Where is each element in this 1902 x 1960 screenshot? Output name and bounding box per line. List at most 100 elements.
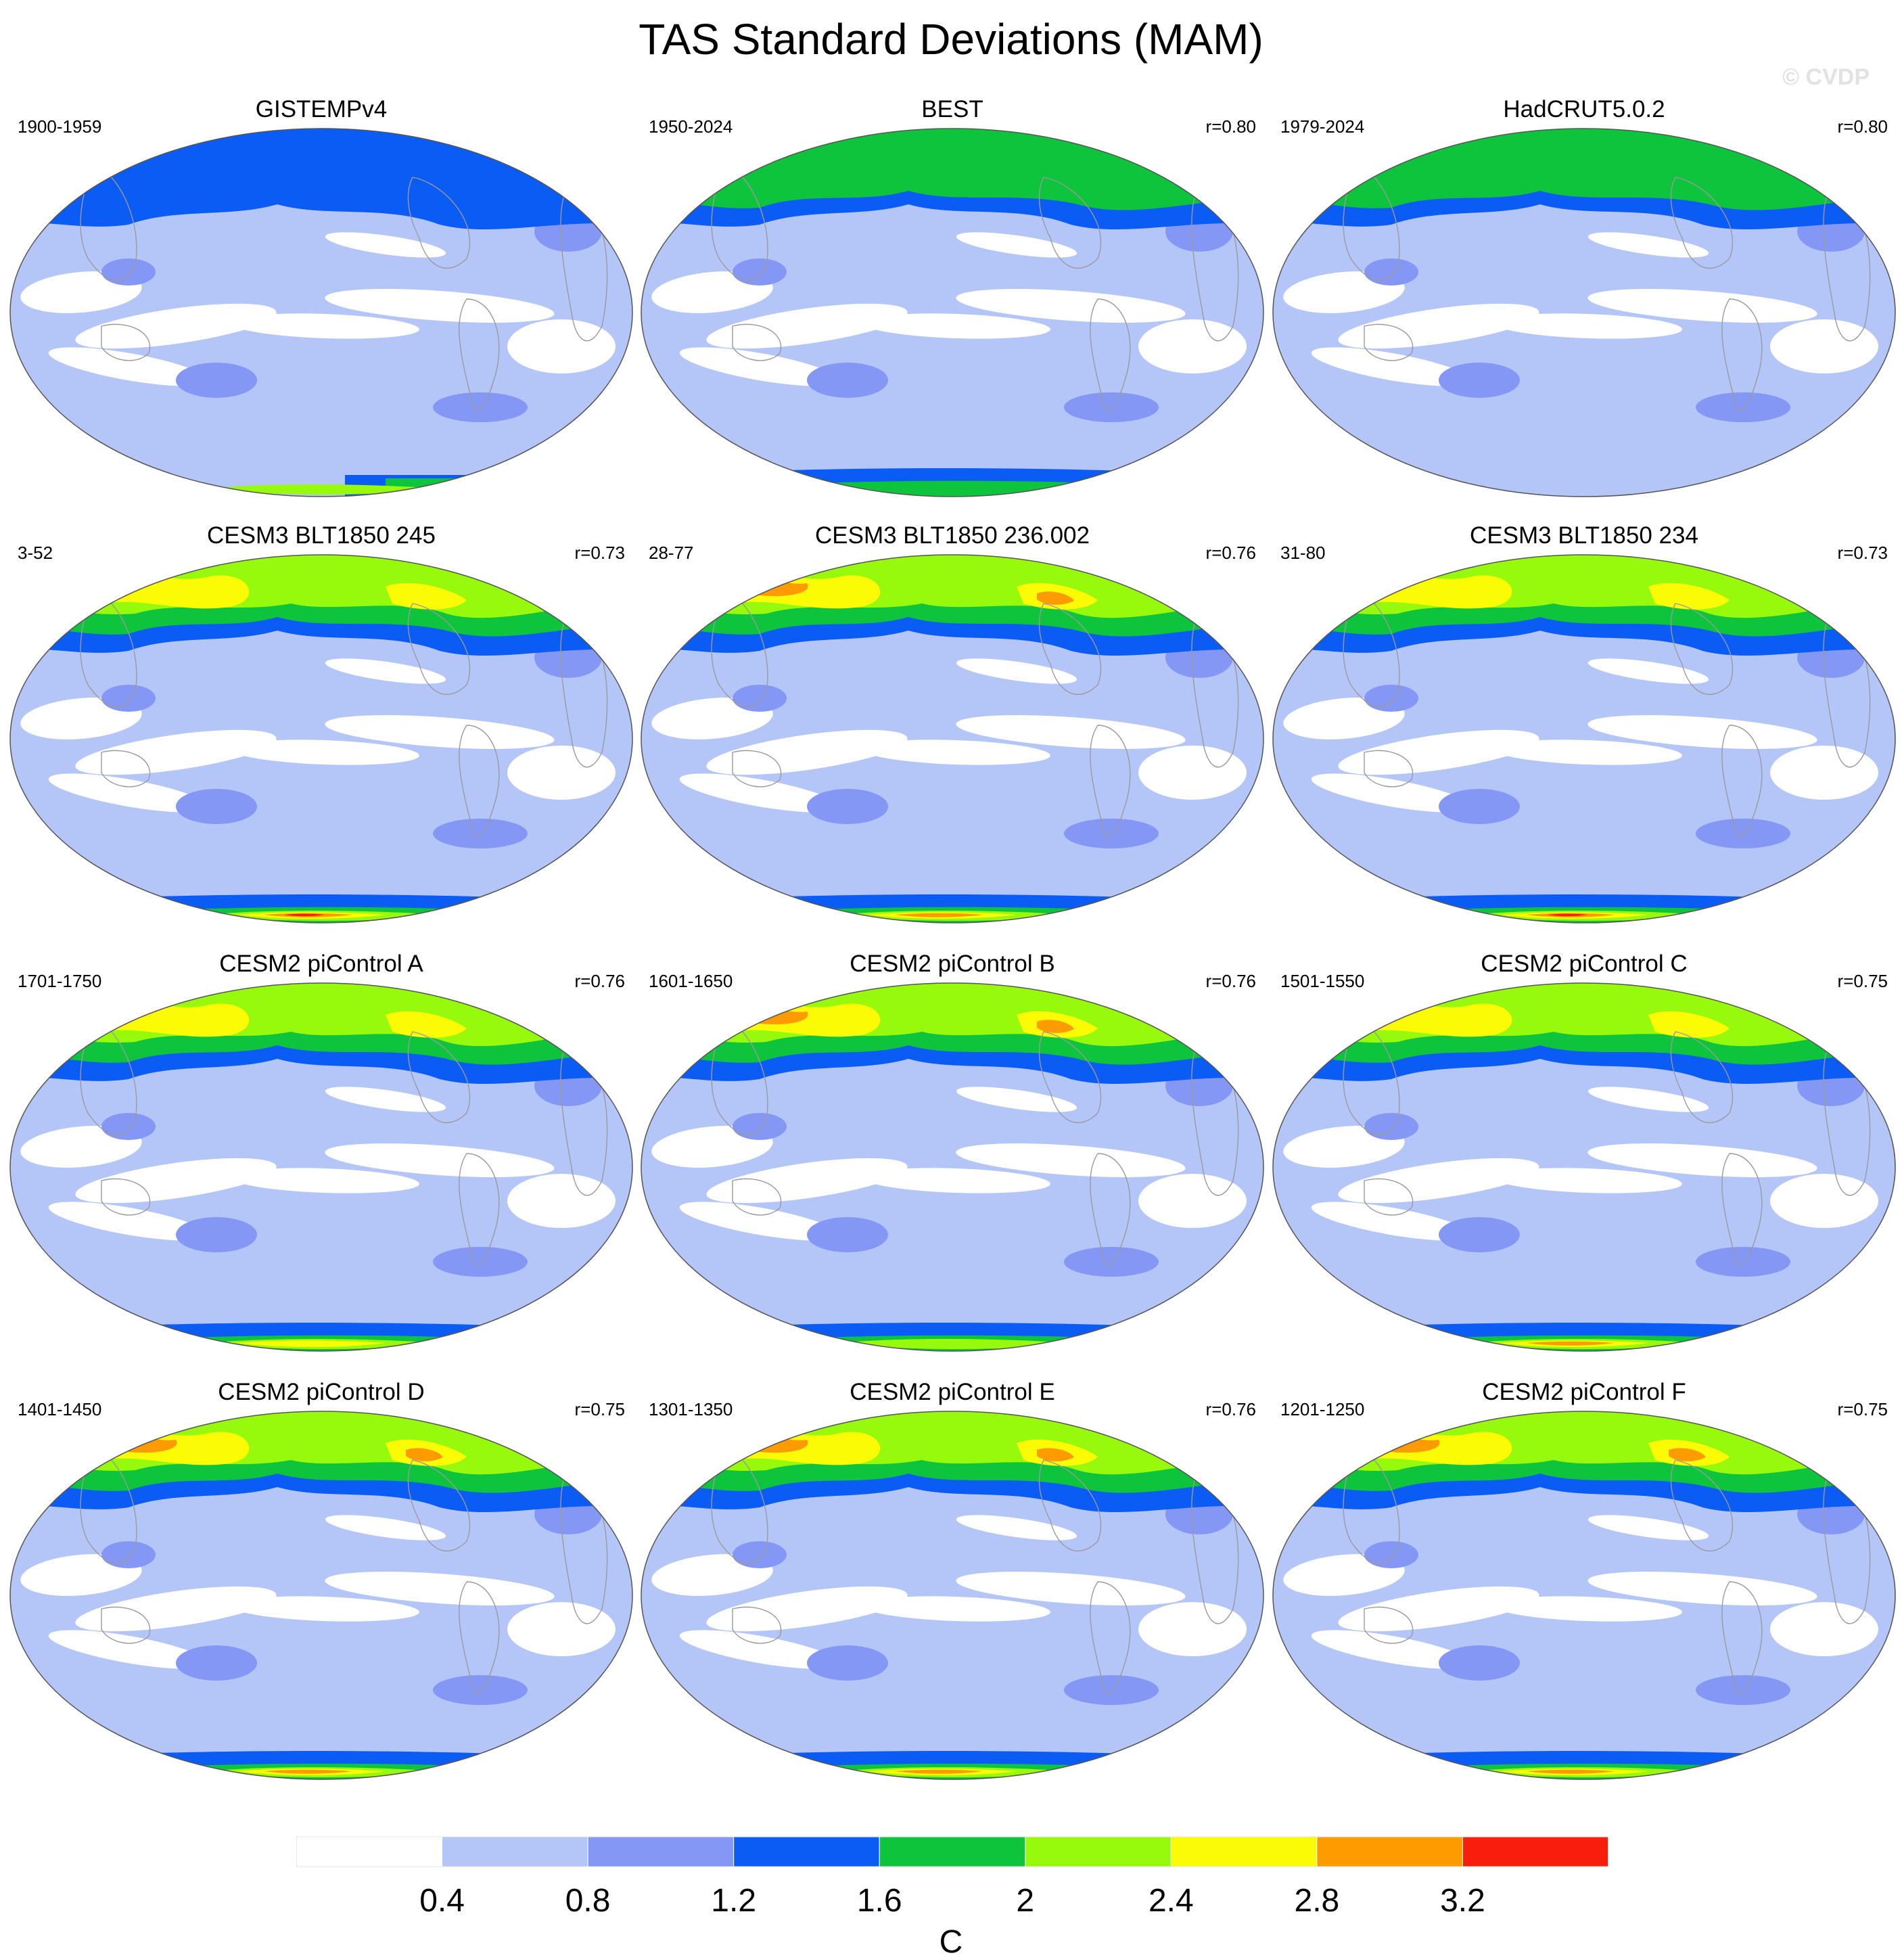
northern-high-latitude-variability — [76, 997, 467, 1038]
moderate-variability-region — [1064, 392, 1159, 422]
low-variability-region — [325, 715, 555, 749]
low-variability-region — [1770, 1174, 1878, 1228]
low-variability-region — [507, 319, 616, 373]
coastline — [1364, 323, 1414, 361]
moderate-variability-region — [101, 685, 156, 712]
panel-title: CESM3 BLT1850 236.002 — [814, 522, 1090, 549]
coastline — [459, 725, 500, 838]
antarctic-variability — [719, 480, 1192, 497]
map-outline — [9, 982, 633, 1352]
coastline — [732, 750, 782, 788]
coastline — [101, 323, 151, 361]
map-outline — [1272, 982, 1896, 1352]
colorbar-tick-label: 2.4 — [1149, 1883, 1194, 1919]
moderate-variability-region — [101, 1113, 156, 1140]
low-variability-region — [679, 1202, 840, 1241]
coastline — [407, 1031, 471, 1124]
colorbar-swatch — [442, 1836, 588, 1867]
low-variability-region — [1338, 1158, 1539, 1204]
low-variability-region — [956, 289, 1186, 323]
colorbar: 0.4 0.8 1.2 1.6 2 2.4 2.8 3.2 — [296, 1836, 1608, 1919]
colorbar-swatch — [296, 1836, 443, 1867]
northern-high-latitude-variability — [1339, 568, 1730, 610]
coastline — [1038, 603, 1102, 696]
moderate-variability-region — [1439, 1645, 1520, 1681]
moderate-variability-region — [1364, 1113, 1418, 1140]
low-variability-region — [1587, 658, 1709, 684]
low-variability-region — [706, 729, 908, 775]
colorbar-swatch — [1316, 1836, 1463, 1867]
antarctic-variability — [284, 913, 325, 917]
coastline — [1343, 1018, 1400, 1135]
panel-title: CESM3 BLT1850 245 — [207, 522, 436, 549]
low-variability-region — [507, 1602, 616, 1656]
low-variability-region — [861, 1168, 1050, 1193]
moderate-variability-region — [176, 789, 257, 824]
colorbar-tick-label: 3.2 — [1440, 1883, 1485, 1919]
coastline — [1364, 1606, 1414, 1644]
coastline — [1090, 1581, 1131, 1694]
robinson-map — [641, 554, 1264, 924]
low-variability-region — [1770, 746, 1878, 800]
coastline — [1090, 1153, 1131, 1266]
moderate-variability-region — [733, 1113, 787, 1140]
coastline — [1364, 750, 1414, 788]
low-variability-region — [1338, 1586, 1539, 1632]
coastline — [1670, 1031, 1734, 1124]
colorbar-tick-label: 1.6 — [857, 1883, 902, 1919]
coastline — [711, 163, 768, 281]
low-variability-region — [507, 746, 616, 800]
moderate-variability-region — [1696, 1675, 1790, 1705]
antarctic-variability — [895, 1769, 983, 1774]
low-variability-region — [1338, 303, 1539, 349]
low-variability-region — [1311, 773, 1472, 813]
panel-correlation: r=0.76 — [1205, 971, 1256, 991]
low-variability-region — [1138, 1174, 1247, 1228]
moderate-variability-region — [807, 789, 888, 824]
map-outline — [641, 128, 1264, 497]
coastline — [1038, 1031, 1102, 1124]
robinson-map — [641, 128, 1264, 497]
antarctic-variability — [386, 478, 561, 497]
map-panel: GISTEMPv4 1900-1959 — [7, 95, 636, 514]
robinson-map — [9, 982, 633, 1352]
low-variability-region — [325, 1143, 555, 1177]
low-variability-region — [1587, 1515, 1709, 1541]
panel-title: CESM2 piControl A — [219, 951, 423, 977]
map-outline — [9, 1411, 633, 1780]
low-variability-region — [706, 303, 908, 349]
robinson-map — [9, 128, 633, 497]
moderate-variability-region — [733, 258, 787, 286]
low-variability-region — [1138, 319, 1247, 373]
colorbar-swatch — [1462, 1836, 1608, 1867]
low-variability-region — [325, 1087, 446, 1112]
map-outline — [641, 982, 1264, 1352]
coastline — [1721, 725, 1763, 838]
map-panel: CESM3 BLT1850 234 31-80 r=0.73 — [1270, 521, 1899, 940]
panel-correlation: r=0.80 — [1837, 116, 1888, 137]
antarctic-variability — [1527, 1769, 1615, 1774]
moderate-variability-region — [1439, 363, 1520, 398]
colorbar-tick-label: 0.8 — [565, 1883, 611, 1919]
colorbar-unit-label: C — [939, 1924, 963, 1960]
northern-high-latitude-variability — [1339, 1425, 1730, 1466]
low-variability-region — [706, 1158, 908, 1204]
colorbar-swatch — [587, 1836, 735, 1867]
coastline — [1721, 1153, 1763, 1266]
panel-title: BEST — [921, 96, 983, 122]
coastline — [407, 177, 471, 269]
robinson-map — [1272, 128, 1896, 497]
coastline — [732, 1606, 782, 1644]
panel-period: 1900-1959 — [18, 116, 102, 137]
coastline — [711, 1446, 768, 1564]
map-outline — [9, 554, 633, 924]
moderate-variability-region — [1696, 392, 1790, 422]
low-variability-region — [325, 1515, 446, 1541]
map-outline — [641, 554, 1264, 924]
map-panel: CESM2 piControl A 1701-1750 r=0.76 — [7, 949, 636, 1369]
low-variability-region — [1338, 729, 1539, 775]
low-variability-region — [956, 1143, 1186, 1177]
colorbar-swatch — [1025, 1836, 1172, 1867]
moderate-variability-region — [176, 363, 257, 398]
low-variability-region — [706, 1586, 908, 1632]
